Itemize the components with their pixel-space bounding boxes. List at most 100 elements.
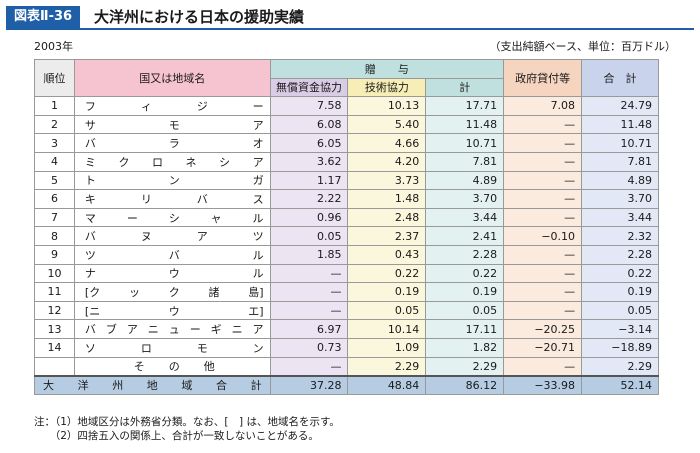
header-gift: 贈 与	[269, 59, 505, 79]
loan-cell: —	[503, 170, 583, 191]
country-cell: フィジー	[73, 96, 271, 116]
country-name: ナウル	[79, 265, 266, 281]
rank-cell: 4	[34, 151, 75, 172]
country-cell: キリバス	[73, 189, 271, 209]
tech-cell: 2.29	[347, 356, 427, 377]
tech-cell: 3.73	[347, 170, 427, 191]
subtotal-cell: 0.22	[425, 263, 505, 284]
country-name-char: 諸	[208, 285, 220, 299]
total-label-char: 洋	[77, 379, 89, 393]
country-name-char: モ	[168, 118, 180, 132]
country-name-char: ア	[196, 230, 208, 244]
country-name-char: [ク	[84, 285, 101, 299]
grant-total-cell: 37.28	[269, 374, 349, 395]
table-row: 10 ナウル —0.22 0.22—0.22	[34, 263, 659, 284]
country-name-char: キ	[84, 192, 96, 206]
country-name: その他	[79, 358, 266, 374]
country-name-char: ル	[252, 248, 264, 262]
tech-cell: 0.05	[347, 300, 427, 321]
rank-cell: 12	[34, 300, 75, 321]
grant-cell: 3.62	[269, 151, 349, 172]
country-name-char: ル	[252, 211, 264, 225]
country-cell: バラオ	[73, 133, 271, 153]
country-name-char: シ	[168, 211, 180, 225]
total-cell: 2.32	[581, 226, 659, 246]
country-name-char: ヌ	[140, 230, 152, 244]
total-cell: 11.48	[581, 114, 659, 135]
country-name-char: ミ	[84, 155, 96, 169]
loan-cell: −0.10	[503, 226, 583, 246]
subtotal-cell: 0.19	[425, 282, 505, 302]
tech-cell: 10.14	[347, 319, 427, 339]
total-row: 大 洋 州 地 域 合 計 37.28 48.84 86.12 −33.98 52.14	[34, 374, 659, 395]
loan-cell: —	[503, 114, 583, 135]
rank-cell: 7	[34, 207, 75, 228]
subtotal-total-cell: 86.12	[425, 374, 505, 395]
country-cell: [ク ッ ク 諸 島]	[73, 282, 271, 302]
table-row: 9 ツバル 1.85 0.43 2.28—2.28	[34, 244, 659, 265]
grant-cell: 6.05	[269, 133, 349, 153]
country-cell: ミクロネシア	[73, 151, 271, 172]
loan-cell: —	[503, 300, 583, 321]
country-name-char: 島]	[248, 285, 264, 299]
note-line-1: 注：（1）地域区分は外務省分類。なお、[ ] は、地域名を示す。	[34, 416, 340, 428]
country-name-char: ク	[168, 285, 180, 299]
country-cell: ソロモン	[73, 337, 271, 358]
total-label-char: 計	[250, 379, 262, 393]
notes: 注：（1）地域区分は外務省分類。なお、[ ] は、地域名を示す。 （2）四捨五入…	[34, 415, 340, 443]
country-name-char: ギ	[210, 323, 222, 337]
loan-cell: —	[503, 282, 583, 302]
country-name-char: ブ	[105, 323, 117, 337]
grant-cell: —	[269, 282, 349, 302]
country-name-char: ア	[126, 323, 138, 337]
total-cell: −18.89	[581, 337, 659, 358]
country-name-char: ー	[252, 99, 264, 113]
total-label: 大洋州地域合計	[39, 377, 266, 393]
year-label: 2003年	[34, 40, 73, 53]
loan-cell: −20.71	[503, 337, 583, 358]
table-row: 4 ミクロネシア 3.62 4.20 7.81—7.81	[34, 151, 659, 172]
rank-cell: 9	[34, 244, 75, 265]
table-row: 8 バ ヌ ア ツ 0.05 2.37 2.41 −0.10 2.32	[34, 226, 659, 246]
grant-cell: 1.17	[269, 170, 349, 191]
header-subtotal: 計	[425, 77, 505, 98]
header-loan: 政府貸付等	[503, 58, 583, 98]
country-name-char: ツ	[252, 230, 264, 244]
country-name-char: ソ	[84, 341, 96, 355]
country-name-char: ガ	[252, 174, 264, 188]
tech-cell: 2.37	[347, 226, 427, 246]
subtotal-cell: 2.28	[425, 244, 505, 265]
subtotal-cell: 17.71	[425, 96, 505, 116]
country-cell: トンガ	[73, 170, 271, 191]
country-name-char: モ	[196, 341, 208, 355]
subtotal-cell: 2.41	[425, 226, 505, 246]
figure-title: 大洋州における日本の援助実績	[94, 8, 305, 26]
table-row: 6 キリバス 2.22 1.48 3.70—3.70	[34, 189, 659, 209]
country-name-char: ロ	[140, 341, 152, 355]
total-cell: 3.44	[581, 207, 659, 228]
country-name-char: バ	[168, 248, 180, 262]
tech-cell: 4.20	[347, 151, 427, 172]
country-name-char: ア	[252, 155, 264, 169]
total-cell: 7.81	[581, 151, 659, 172]
country-name-char: シ	[219, 155, 231, 169]
table-row: 7 マーシャル 0.96 2.48 3.44—3.44	[34, 207, 659, 228]
country-name-char: ク	[118, 155, 130, 169]
total-label-char: 域	[181, 379, 193, 393]
total-label-cell: 大洋州地域合計	[34, 374, 271, 395]
rank-cell: 3	[34, 133, 75, 153]
header-tech: 技術協力	[347, 77, 427, 98]
country-name-char: ニ	[231, 323, 243, 337]
country-name-char: ル	[252, 267, 264, 281]
grant-cell: 0.73	[269, 337, 349, 358]
total-cell: 3.70	[581, 189, 659, 209]
total-cell: 2.29	[581, 356, 659, 377]
total-label-char: 地	[146, 379, 158, 393]
loan-cell: —	[503, 133, 583, 153]
header-total: 合 計	[581, 58, 659, 98]
country-name: マーシャル	[79, 210, 266, 226]
country-name: [ク ッ ク 諸 島]	[79, 284, 266, 300]
country-name-char: バ	[84, 323, 96, 337]
loan-cell: —	[503, 356, 583, 377]
country-name-char: ウ	[168, 304, 180, 318]
